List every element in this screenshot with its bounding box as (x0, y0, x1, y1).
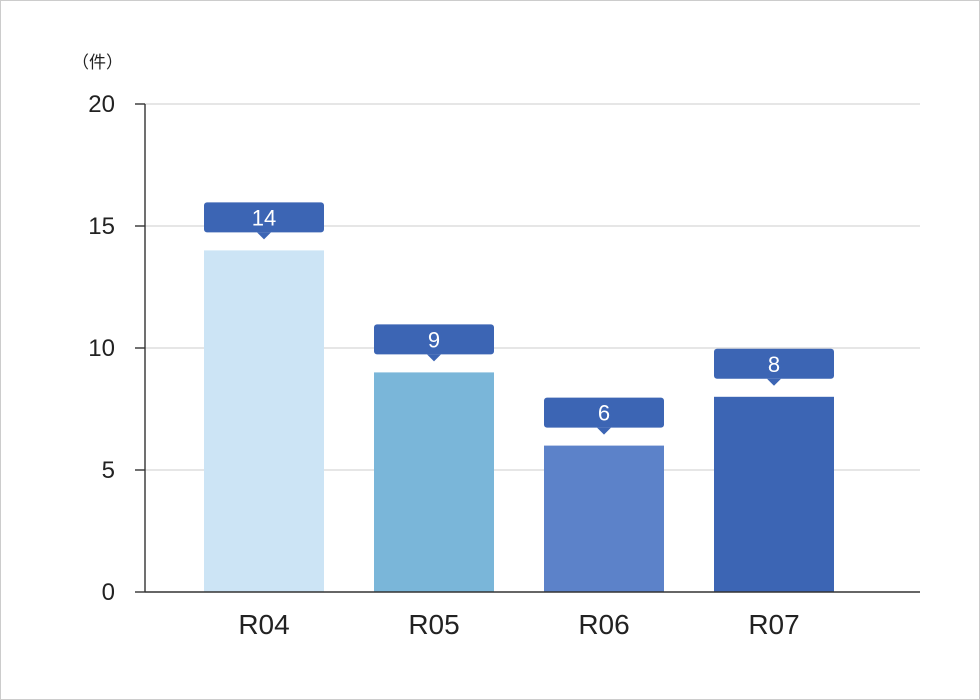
data-label-R06: 6 (598, 401, 610, 426)
x-tick-label-R05: R05 (408, 609, 459, 640)
bar-R07 (714, 396, 834, 592)
data-label-box-R05 (374, 324, 494, 355)
y-tick-label-10: 10 (88, 335, 115, 362)
data-label-box-R04 (204, 202, 324, 233)
bar-R06 (544, 445, 664, 592)
data-label-R05: 9 (428, 327, 440, 352)
bar-R04 (204, 250, 324, 592)
data-label-box-R07 (714, 348, 834, 379)
y-tick-label-15: 15 (88, 213, 115, 240)
data-label-pointer-R04 (257, 232, 271, 240)
bar-R05 (374, 372, 494, 592)
data-label-pointer-R07 (767, 378, 781, 386)
x-tick-label-R04: R04 (238, 609, 289, 640)
y-tick-label-5: 5 (102, 457, 115, 484)
data-label-pointer-R06 (597, 427, 611, 435)
data-label-R07: 8 (768, 352, 780, 377)
y-unit-label: （件） (72, 53, 123, 73)
x-tick-label-R07: R07 (748, 609, 799, 640)
data-label-box-R06 (544, 397, 664, 428)
y-tick-label-20: 20 (88, 91, 115, 118)
x-tick-label-R06: R06 (578, 609, 629, 640)
y-tick-label-0: 0 (102, 579, 115, 606)
data-label-pointer-R05 (427, 354, 441, 362)
data-label-R04: 14 (252, 205, 276, 230)
